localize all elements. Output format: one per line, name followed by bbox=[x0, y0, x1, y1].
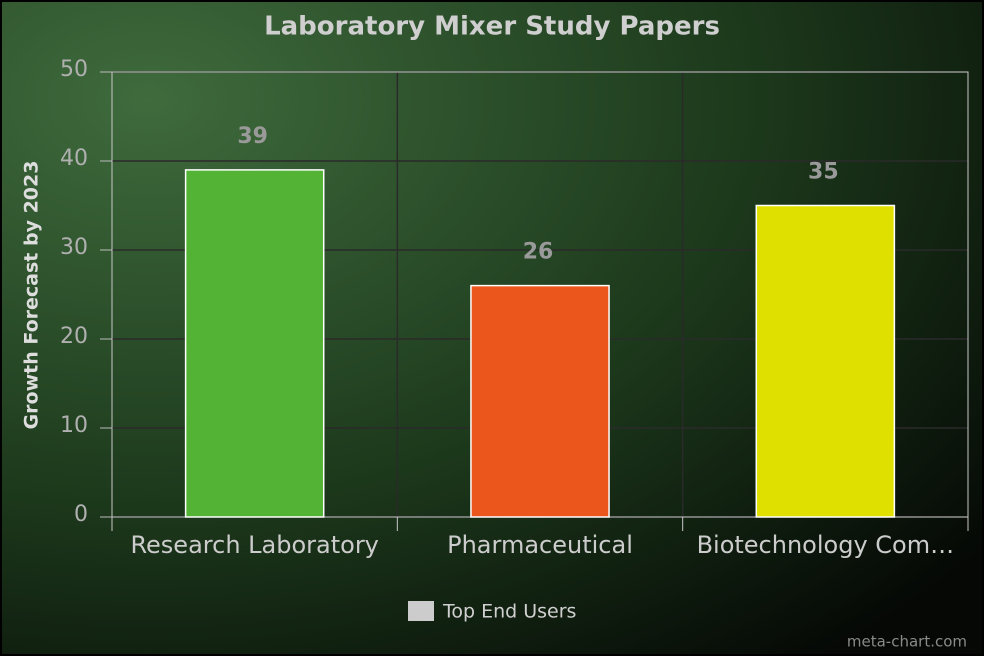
value-label: 26 bbox=[523, 240, 554, 265]
y-tick-label: 40 bbox=[60, 146, 88, 171]
y-tick-label: 0 bbox=[74, 502, 88, 527]
x-tick-label: Biotechnology Com… bbox=[697, 531, 955, 559]
bar bbox=[470, 284, 610, 518]
y-tick-label: 10 bbox=[60, 413, 88, 438]
y-axis-title: Growth Forecast by 2023 bbox=[21, 161, 43, 430]
x-tick-label: Pharmaceutical bbox=[447, 531, 633, 559]
y-tick-label: 30 bbox=[60, 235, 88, 260]
watermark: meta-chart.com bbox=[847, 633, 967, 651]
value-label: 35 bbox=[808, 160, 839, 185]
bar bbox=[184, 169, 325, 518]
bar bbox=[755, 204, 896, 518]
x-tick-label: Research Laboratory bbox=[130, 531, 378, 559]
legend-label: Top End Users bbox=[442, 601, 576, 623]
legend-swatch bbox=[408, 601, 434, 621]
chart-title: Laboratory Mixer Study Papers bbox=[264, 12, 720, 42]
value-label: 39 bbox=[237, 124, 268, 149]
y-tick-label: 50 bbox=[60, 57, 88, 82]
y-tick-label: 20 bbox=[60, 324, 88, 349]
